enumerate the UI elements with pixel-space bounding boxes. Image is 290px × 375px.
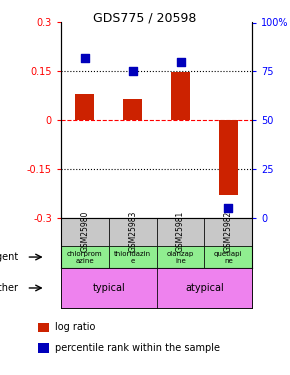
Text: GSM25981: GSM25981 [176,211,185,252]
Text: quetiapi
ne: quetiapi ne [214,251,243,264]
Text: other: other [0,283,19,293]
Point [130,68,135,74]
Bar [157,246,204,268]
Text: GDS775 / 20598: GDS775 / 20598 [93,11,197,24]
Bar [204,246,252,268]
Text: GSM25983: GSM25983 [128,211,137,252]
Point [82,55,87,61]
Text: olanzap
ine: olanzap ine [167,251,194,264]
Point [178,58,183,64]
Bar [157,218,204,246]
Bar [123,99,142,120]
Text: percentile rank within the sample: percentile rank within the sample [55,343,220,353]
Point [226,205,231,211]
Bar [61,268,157,308]
Bar [61,246,109,268]
Text: atypical: atypical [185,283,224,293]
Text: agent: agent [0,252,19,262]
Bar [157,268,252,308]
Text: chlorprom
azine: chlorprom azine [67,251,103,264]
Text: GSM25980: GSM25980 [80,211,89,252]
Bar [204,218,252,246]
Bar [109,218,157,246]
Bar [219,120,238,195]
Bar [75,94,94,120]
Bar [109,246,157,268]
Bar [171,72,190,120]
Text: log ratio: log ratio [55,322,95,332]
Text: typical: typical [93,283,125,293]
Bar [61,218,109,246]
Text: thioridazin
e: thioridazin e [114,251,151,264]
Text: GSM25982: GSM25982 [224,211,233,252]
